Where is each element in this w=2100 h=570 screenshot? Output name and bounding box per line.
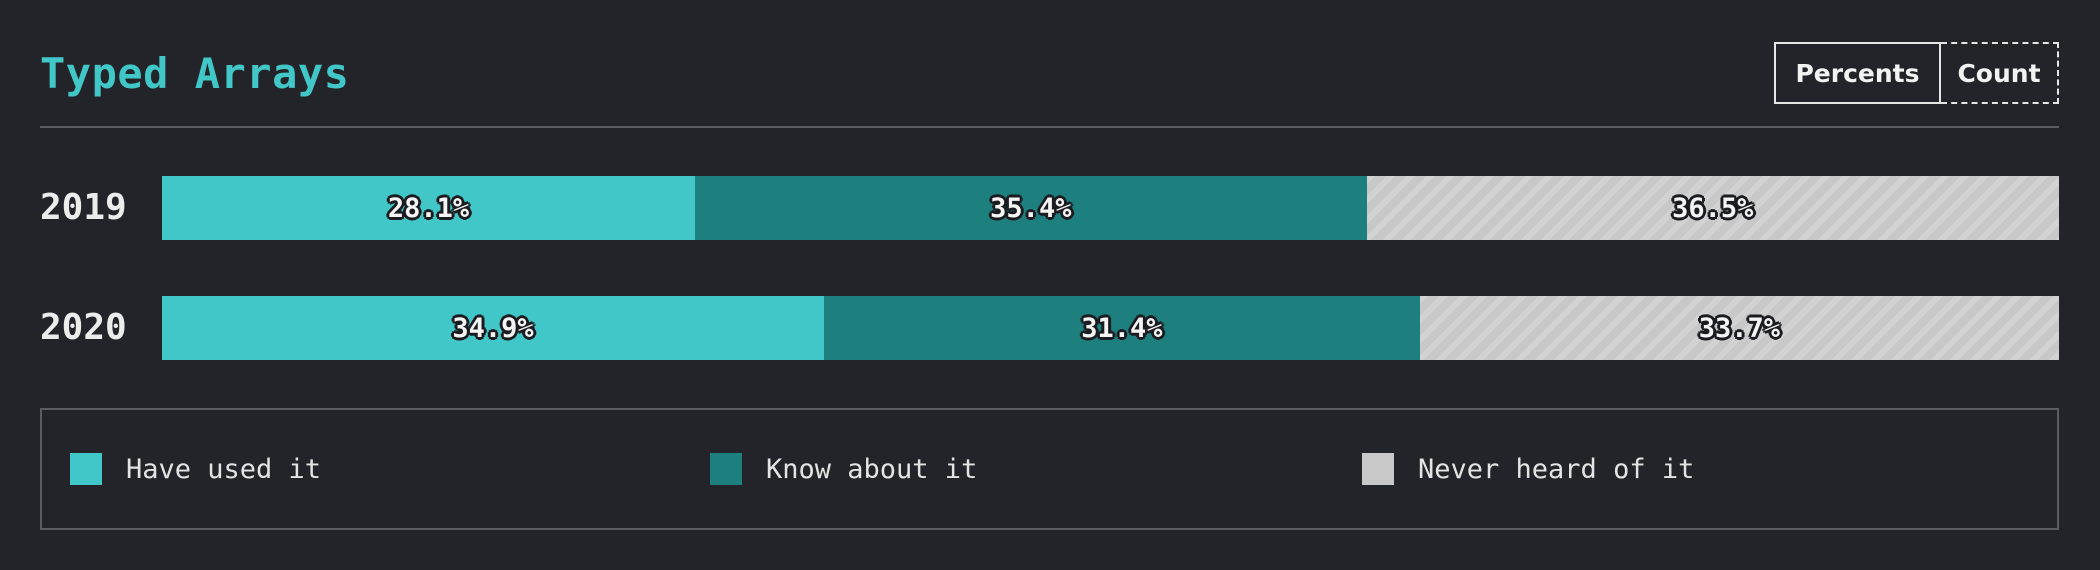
data-label-2019-know-about-it: 35.4% [990,192,1072,224]
legend-item-know-about-it[interactable]: Know about it [710,453,977,485]
data-label-2019-have-used-it: 28.1% [387,192,470,224]
year-label-2019: 2019 [40,187,127,228]
legend-label-have-used-it: Have used it [126,453,322,485]
bar-segment-2019-know-about-it[interactable]: 35.4% [695,176,1367,240]
legend-item-never-heard-of-it[interactable]: Never heard of it [1362,453,1694,485]
legend-swatch-know-about-it [710,453,742,485]
bar-segment-2020-have-used-it[interactable]: 34.9% [162,296,825,360]
bar-segment-2019-have-used-it[interactable]: 28.1% [162,176,696,240]
bar-segment-2019-never-heard-of-it[interactable]: 36.5% [1366,176,2059,240]
legend-item-have-used-it[interactable]: Have used it [70,453,321,485]
percents-button[interactable]: Percents [1774,42,1941,104]
data-label-2020-have-used-it: 34.9% [452,312,534,344]
data-label-2019-never-heard-of-it: 36.5% [1672,192,1754,224]
legend-swatch-have-used-it [70,453,102,485]
header-divider [40,126,2059,128]
year-label-2020: 2020 [40,307,127,348]
bar-segment-2020-never-heard-of-it[interactable]: 33.7% [1419,296,2059,360]
bar-segment-2020-know-about-it[interactable]: 31.4% [824,296,1420,360]
legend-label-never-heard-of-it: Never heard of it [1418,453,1695,485]
unit-toggle: Percents Count [1774,42,2059,104]
legend-swatch-never-heard-of-it [1362,453,1394,485]
data-label-2020-never-heard-of-it: 33.7% [1698,312,1780,344]
legend-label-know-about-it: Know about it [766,453,978,485]
data-label-2020-know-about-it: 31.4% [1081,312,1163,344]
chart-legend: Have used it Know about it Never heard o… [40,408,2059,530]
chart-title: Typed Arrays [40,49,350,98]
bar-row-2020: 34.9% 31.4% 33.7% [162,296,2059,360]
bar-row-2019: 28.1% 35.4% 36.5% [162,176,2059,240]
count-button[interactable]: Count [1941,42,2059,104]
